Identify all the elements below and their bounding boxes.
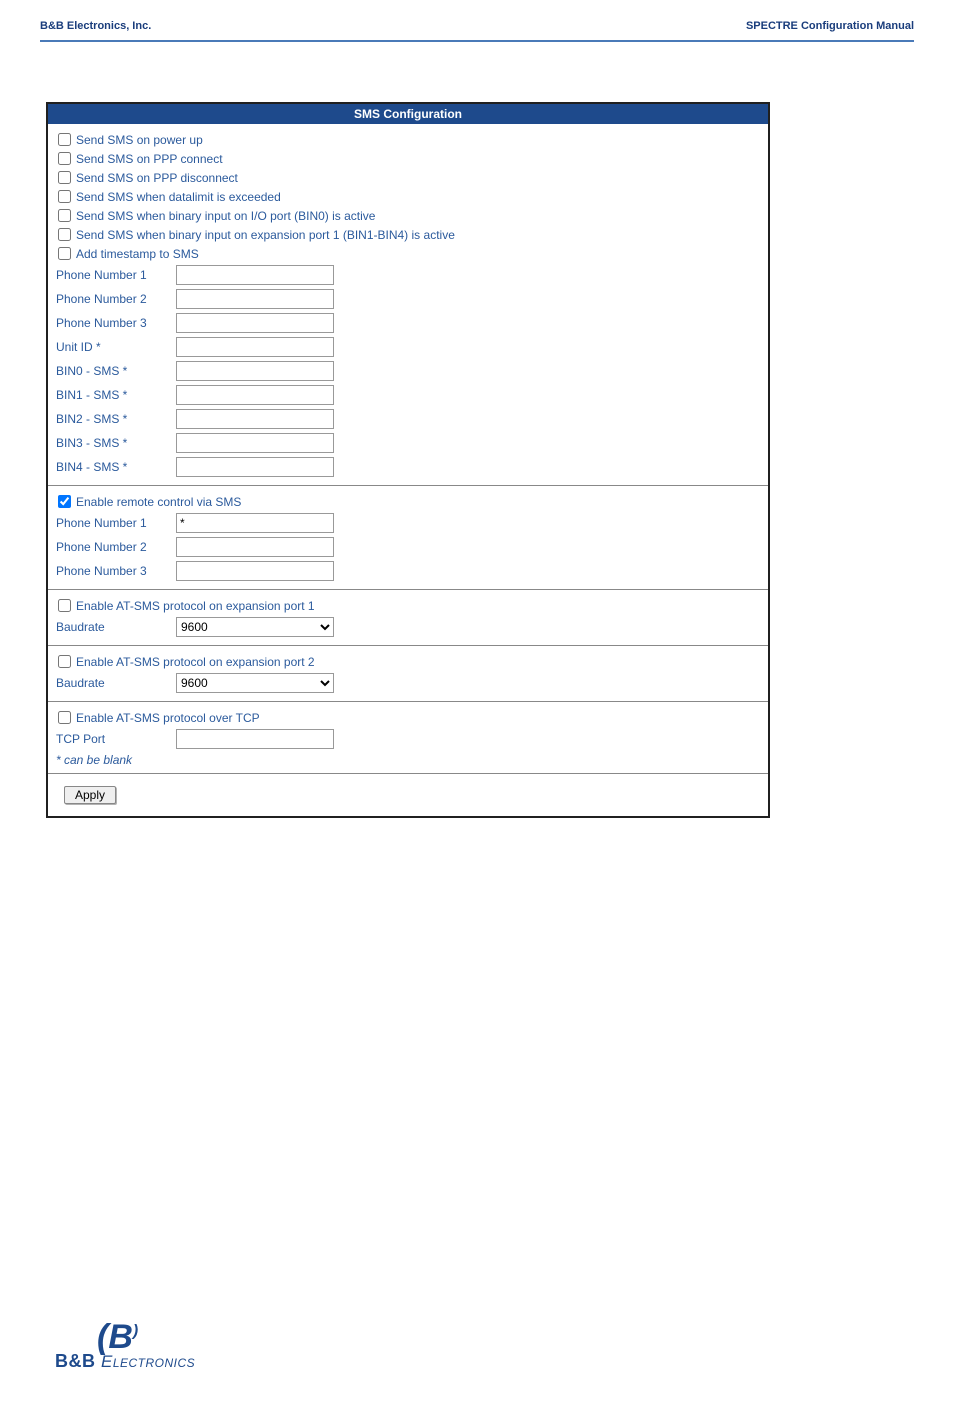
s2-phone1-label: Phone Number 1 [56, 516, 176, 530]
s1-phone3-input[interactable] [176, 313, 334, 333]
header-divider [40, 40, 914, 42]
chk-exp1-active[interactable] [58, 228, 71, 241]
section-general: Send SMS on power up Send SMS on PPP con… [48, 124, 768, 486]
bin4-sms-label: BIN4 - SMS * [56, 460, 176, 474]
bin3-sms-input[interactable] [176, 433, 334, 453]
chk-at-exp1-label: Enable AT-SMS protocol on expansion port… [76, 599, 315, 613]
footnote-blank: * can be blank [56, 751, 760, 767]
chk-datalimit-label: Send SMS when datalimit is exceeded [76, 190, 281, 204]
chk-timestamp[interactable] [58, 247, 71, 260]
s2-phone1-input[interactable] [176, 513, 334, 533]
chk-remote-sms-label: Enable remote control via SMS [76, 495, 241, 509]
logo-b-icon: (B) [97, 1318, 138, 1357]
chk-power-up-label: Send SMS on power up [76, 133, 203, 147]
chk-at-tcp-label: Enable AT-SMS protocol over TCP [76, 711, 260, 725]
apply-button[interactable]: Apply [64, 786, 116, 804]
s1-phone1-label: Phone Number 1 [56, 268, 176, 282]
chk-ppp-disconnect[interactable] [58, 171, 71, 184]
chk-at-exp1[interactable] [58, 599, 71, 612]
bin1-sms-input[interactable] [176, 385, 334, 405]
unit-id-input[interactable] [176, 337, 334, 357]
chk-ppp-disconnect-label: Send SMS on PPP disconnect [76, 171, 238, 185]
chk-power-up[interactable] [58, 133, 71, 146]
bin0-sms-label: BIN0 - SMS * [56, 364, 176, 378]
chk-bin0-active[interactable] [58, 209, 71, 222]
section-tcp: Enable AT-SMS protocol over TCP TCP Port… [48, 702, 768, 774]
chk-timestamp-label: Add timestamp to SMS [76, 247, 199, 261]
chk-ppp-connect-label: Send SMS on PPP connect [76, 152, 223, 166]
chk-at-tcp[interactable] [58, 711, 71, 724]
baud2-select[interactable]: 9600 [176, 673, 334, 693]
logo-brand-prefix: B&B [55, 1351, 101, 1371]
config-title: SMS Configuration [48, 104, 768, 124]
header-left: B&B Electronics, Inc. [40, 20, 151, 32]
chk-at-exp2[interactable] [58, 655, 71, 668]
baud2-label: Baudrate [56, 676, 176, 690]
chk-remote-sms[interactable] [58, 495, 71, 508]
chk-datalimit[interactable] [58, 190, 71, 203]
bin3-sms-label: BIN3 - SMS * [56, 436, 176, 450]
section-remote: Enable remote control via SMS Phone Numb… [48, 486, 768, 590]
footer-logo: (B) B&B Electronics [40, 1318, 914, 1372]
tcp-port-input[interactable] [176, 729, 334, 749]
s2-phone3-input[interactable] [176, 561, 334, 581]
bin1-sms-label: BIN1 - SMS * [56, 388, 176, 402]
chk-at-exp2-label: Enable AT-SMS protocol on expansion port… [76, 655, 315, 669]
s1-phone2-input[interactable] [176, 289, 334, 309]
s1-phone3-label: Phone Number 3 [56, 316, 176, 330]
bin4-sms-input[interactable] [176, 457, 334, 477]
sms-config-box: SMS Configuration Send SMS on power up S… [46, 102, 770, 818]
baud1-select[interactable]: 9600 [176, 617, 334, 637]
s1-phone1-input[interactable] [176, 265, 334, 285]
s1-phone2-label: Phone Number 2 [56, 292, 176, 306]
bin2-sms-input[interactable] [176, 409, 334, 429]
chk-ppp-connect[interactable] [58, 152, 71, 165]
header-right: SPECTRE Configuration Manual [746, 20, 914, 32]
tcp-port-label: TCP Port [56, 732, 176, 746]
s2-phone2-input[interactable] [176, 537, 334, 557]
section-exp1: Enable AT-SMS protocol on expansion port… [48, 590, 768, 646]
baud1-label: Baudrate [56, 620, 176, 634]
bin2-sms-label: BIN2 - SMS * [56, 412, 176, 426]
section-exp2: Enable AT-SMS protocol on expansion port… [48, 646, 768, 702]
chk-exp1-active-label: Send SMS when binary input on expansion … [76, 228, 455, 242]
section-apply: Apply [48, 774, 768, 816]
chk-bin0-active-label: Send SMS when binary input on I/O port (… [76, 209, 375, 223]
s2-phone2-label: Phone Number 2 [56, 540, 176, 554]
unit-id-label: Unit ID * [56, 340, 176, 354]
s2-phone3-label: Phone Number 3 [56, 564, 176, 578]
bin0-sms-input[interactable] [176, 361, 334, 381]
